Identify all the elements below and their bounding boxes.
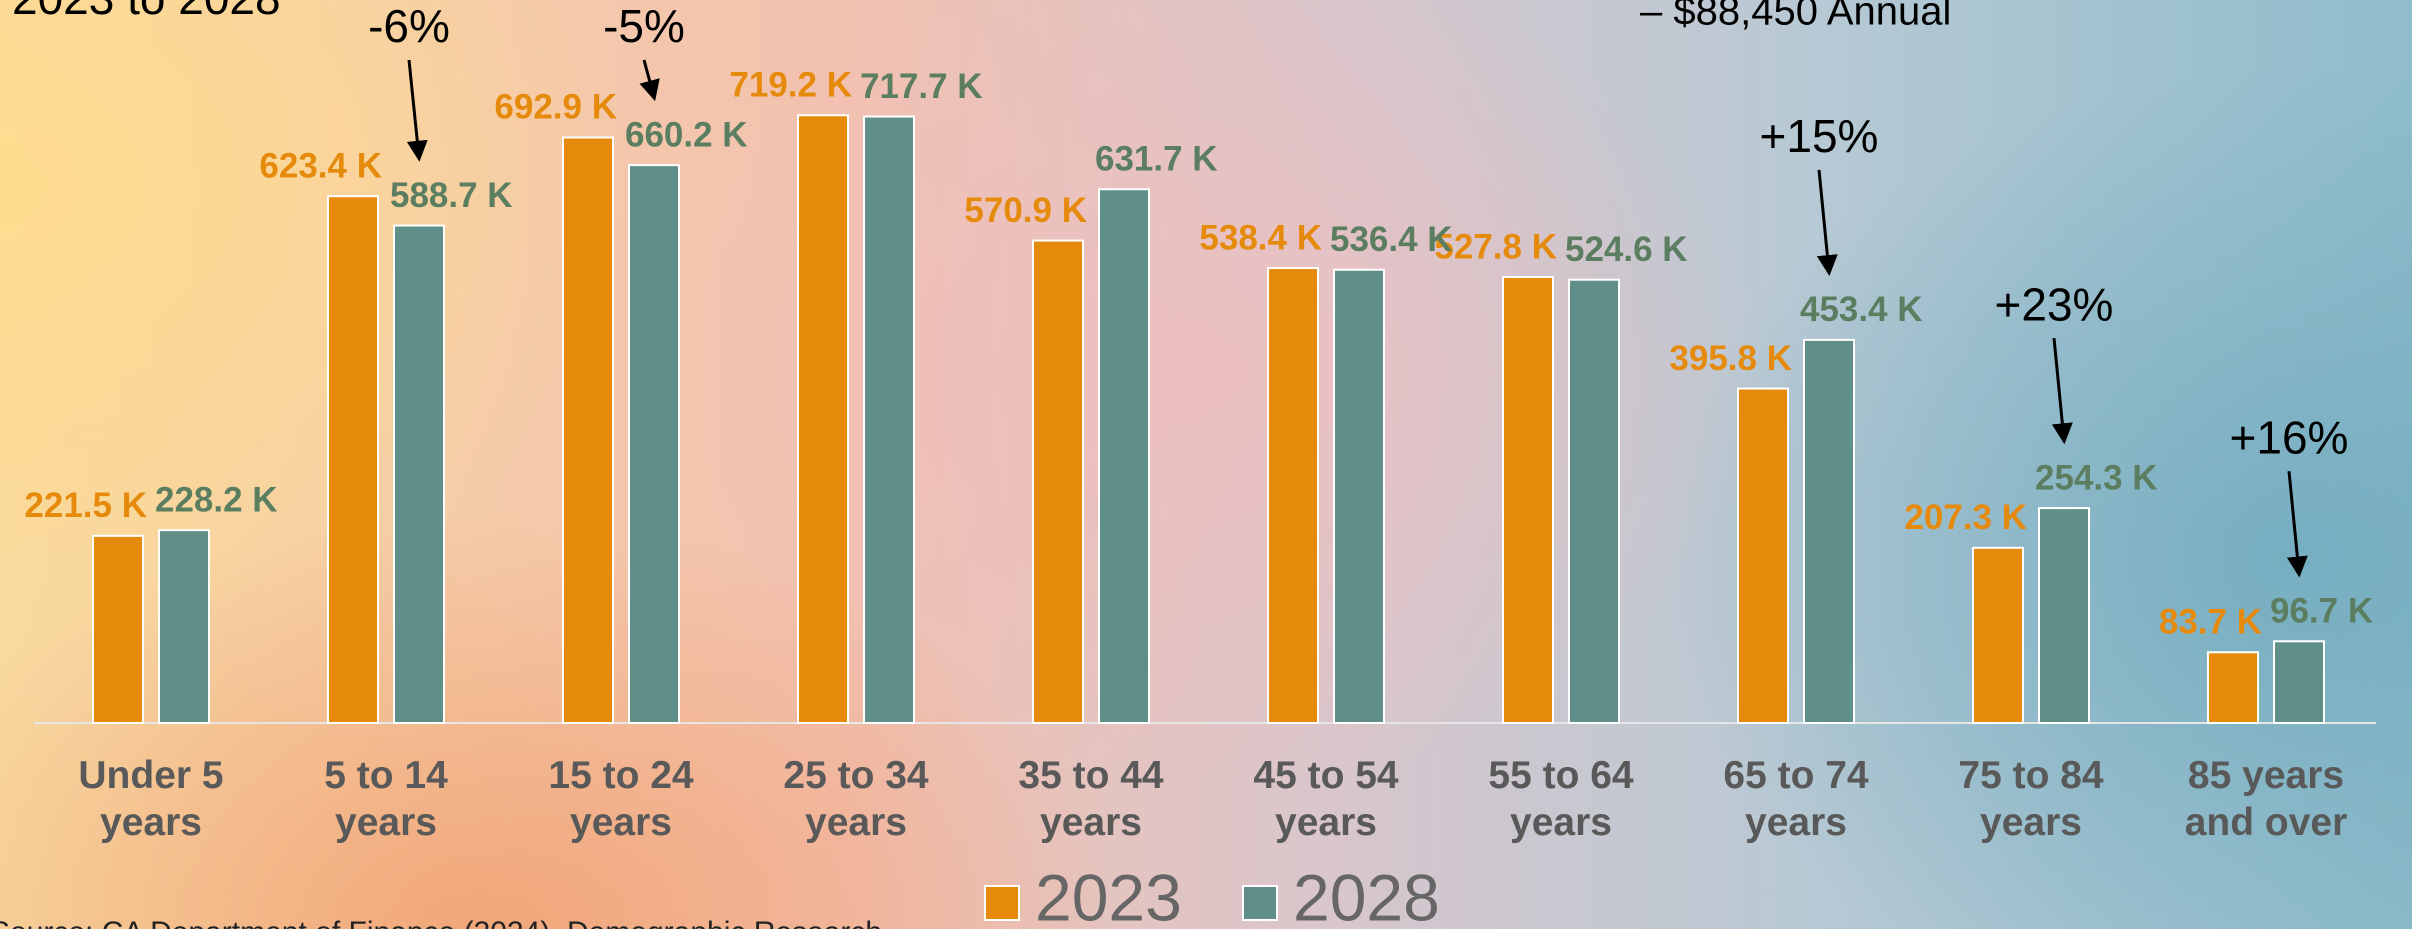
annotation-arrow — [1819, 170, 1829, 272]
bar — [328, 196, 378, 723]
bar — [2208, 652, 2258, 723]
annotation: -5% — [603, 0, 685, 52]
subtitle: – $88,450 Annual — [1640, 0, 1951, 34]
x-tick-label: 15 to 24 years — [503, 752, 739, 846]
x-tick-label: 45 to 54 years — [1208, 752, 1444, 846]
bar — [1503, 277, 1553, 723]
legend-swatch — [985, 886, 1019, 920]
legend-swatch — [1243, 886, 1277, 920]
bar — [2039, 508, 2089, 723]
chart-title: 2023 to 2028 — [12, 0, 281, 24]
data-label: 254.3 K — [2035, 458, 2158, 497]
bar — [1033, 241, 1083, 723]
data-label: 228.2 K — [155, 480, 278, 519]
data-label: 453.4 K — [1800, 290, 1923, 329]
data-label: 623.4 K — [259, 146, 382, 185]
annotation: +23% — [1995, 278, 2114, 330]
data-label: 221.5 K — [24, 486, 147, 525]
x-tick-label: 25 to 34 years — [738, 752, 974, 846]
x-tick-label: Under 5 years — [33, 752, 269, 846]
page: 2023 to 2028 – $88,450 Annual Source: CA… — [0, 0, 2412, 929]
data-label: 83.7 K — [2159, 603, 2262, 642]
bar — [629, 165, 679, 723]
annotation-arrow — [2054, 338, 2064, 440]
bar — [394, 226, 444, 723]
x-tick-label: 5 to 14 years — [268, 752, 504, 846]
data-label: 717.7 K — [860, 67, 983, 106]
bar — [1738, 389, 1788, 723]
bar — [1099, 189, 1149, 723]
bar — [563, 137, 613, 723]
x-tick-label: 55 to 64 years — [1443, 752, 1679, 846]
bar — [1569, 280, 1619, 723]
bar — [1804, 340, 1854, 723]
data-label: 570.9 K — [964, 191, 1087, 230]
bar — [2274, 641, 2324, 723]
data-label: 395.8 K — [1669, 339, 1792, 378]
bar — [864, 117, 914, 723]
annotation: +16% — [2230, 411, 2349, 463]
annotation: +15% — [1760, 110, 1879, 162]
data-label: 538.4 K — [1199, 218, 1322, 257]
data-label: 660.2 K — [625, 115, 748, 154]
bar — [798, 115, 848, 723]
x-tick-label: 65 to 74 years — [1678, 752, 1914, 846]
annotation-arrow — [409, 60, 419, 158]
x-tick-label: 85 years and over — [2148, 752, 2384, 846]
data-label: 719.2 K — [729, 66, 852, 105]
bar — [93, 536, 143, 723]
data-label: 207.3 K — [1904, 498, 2027, 537]
annotation-arrow — [2289, 471, 2299, 573]
bar — [1334, 270, 1384, 723]
bar — [1268, 268, 1318, 723]
x-tick-label: 35 to 44 years — [973, 752, 1209, 846]
legend-label: 2028 — [1293, 860, 1440, 929]
x-tick-label: 75 to 84 years — [1913, 752, 2149, 846]
data-label: 588.7 K — [390, 176, 513, 215]
annotation-arrow — [644, 60, 654, 97]
data-label: 692.9 K — [494, 88, 617, 127]
legend-label: 2023 — [1035, 860, 1182, 929]
data-label: 524.6 K — [1565, 230, 1688, 269]
data-label: 631.7 K — [1095, 139, 1218, 178]
bar — [159, 530, 209, 723]
annotation: -6% — [368, 0, 450, 52]
bar — [1973, 548, 2023, 723]
data-label: 527.8 K — [1434, 227, 1557, 266]
data-label: 536.4 K — [1330, 220, 1453, 259]
source: Source: CA Department of Finance (2024),… — [0, 916, 882, 929]
data-label: 96.7 K — [2270, 592, 2373, 631]
